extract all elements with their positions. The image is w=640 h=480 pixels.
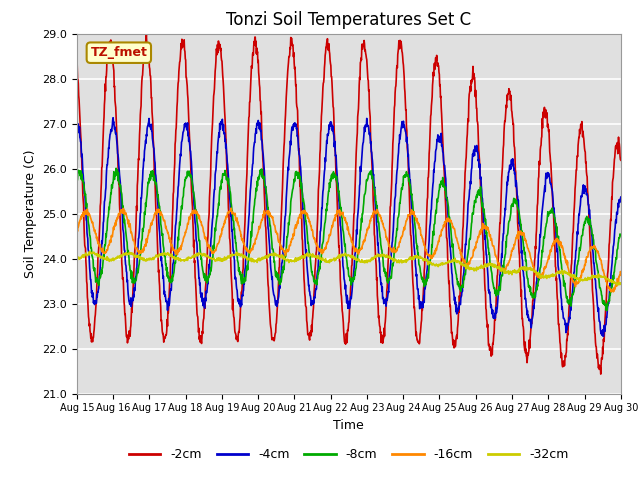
-2cm	[143, 32, 150, 37]
-4cm	[195, 263, 202, 268]
-2cm	[434, 63, 442, 69]
-2cm	[195, 321, 202, 327]
-16cm	[609, 289, 617, 295]
Line: -8cm: -8cm	[77, 168, 621, 311]
Line: -32cm: -32cm	[77, 252, 621, 285]
-2cm	[553, 276, 561, 281]
-8cm	[505, 221, 513, 227]
-32cm	[434, 262, 442, 268]
-4cm	[553, 236, 561, 241]
-2cm	[597, 371, 605, 377]
-16cm	[505, 260, 513, 266]
-8cm	[255, 175, 263, 180]
-8cm	[112, 166, 120, 171]
-32cm	[255, 256, 263, 262]
-32cm	[181, 257, 189, 263]
-32cm	[86, 249, 93, 254]
-16cm	[194, 212, 202, 218]
-16cm	[255, 224, 263, 229]
Line: -4cm: -4cm	[77, 118, 621, 336]
Title: Tonzi Soil Temperatures Set C: Tonzi Soil Temperatures Set C	[226, 11, 472, 29]
-4cm	[109, 115, 117, 120]
-16cm	[180, 233, 188, 239]
Legend: -2cm, -4cm, -8cm, -16cm, -32cm: -2cm, -4cm, -8cm, -16cm, -32cm	[124, 443, 573, 466]
-2cm	[73, 55, 81, 60]
Y-axis label: Soil Temperature (C): Soil Temperature (C)	[24, 149, 36, 278]
-32cm	[614, 282, 622, 288]
-8cm	[181, 177, 189, 182]
Line: -16cm: -16cm	[77, 208, 621, 292]
-16cm	[227, 205, 235, 211]
-32cm	[73, 257, 81, 263]
-16cm	[434, 242, 442, 248]
-4cm	[505, 169, 513, 175]
-8cm	[553, 229, 561, 235]
Text: TZ_fmet: TZ_fmet	[90, 46, 147, 59]
-32cm	[617, 281, 625, 287]
X-axis label: Time: Time	[333, 419, 364, 432]
-16cm	[617, 270, 625, 276]
-4cm	[73, 120, 81, 126]
-4cm	[434, 138, 442, 144]
-32cm	[505, 268, 513, 274]
-8cm	[195, 226, 202, 232]
-2cm	[505, 91, 513, 97]
-4cm	[600, 334, 607, 339]
-8cm	[73, 176, 81, 182]
-2cm	[181, 48, 189, 54]
-8cm	[603, 308, 611, 313]
-16cm	[73, 229, 81, 235]
-4cm	[617, 194, 625, 200]
-2cm	[617, 157, 625, 163]
-32cm	[553, 271, 561, 276]
-4cm	[181, 124, 189, 130]
-2cm	[255, 74, 263, 80]
-32cm	[195, 252, 202, 258]
Line: -2cm: -2cm	[77, 35, 621, 374]
-4cm	[255, 121, 263, 127]
-8cm	[434, 199, 442, 205]
-16cm	[553, 239, 561, 244]
-8cm	[617, 232, 625, 238]
